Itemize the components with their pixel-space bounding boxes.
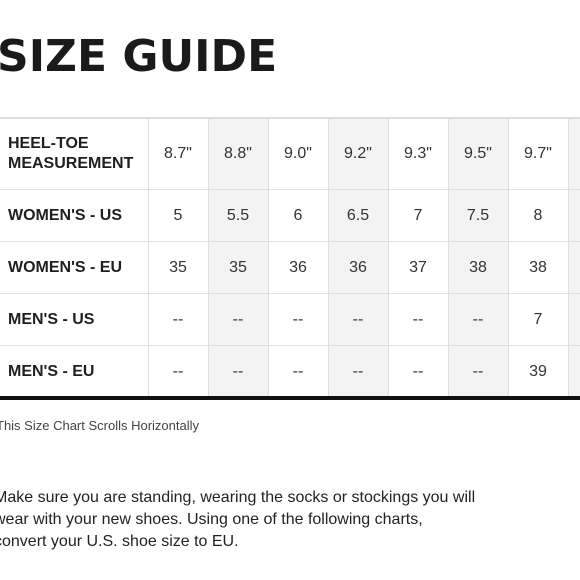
table-cell: 36	[327, 241, 389, 294]
row-header-womens-us: WOMEN'S - US	[0, 189, 149, 242]
table-cell: --	[447, 345, 509, 397]
table-row: WOMEN'S - US 5 5.5 6 6.5 7 7.5 8	[0, 189, 580, 242]
table-cell: --	[387, 293, 449, 346]
table-row: WOMEN'S - EU 35 35 36 36 37 38 38	[0, 241, 580, 294]
table-cell: 7.5	[447, 189, 509, 242]
table-cell: --	[387, 345, 449, 397]
size-chart-scroll-container[interactable]: HEEL-TOE MEASUREMENT 8.7" 8.8" 9.0" 9.2"…	[0, 117, 580, 403]
table-cell: 9.0"	[267, 119, 329, 190]
table-cell: 5	[147, 189, 209, 242]
table-cell	[567, 345, 580, 397]
table-row: MEN'S - EU -- -- -- -- -- -- 39	[0, 345, 580, 397]
row-header-mens-eu: MEN'S - EU	[0, 345, 149, 397]
scroll-hint: This Size Chart Scrolls Horizontally	[0, 418, 200, 433]
table-cell: 36	[267, 241, 329, 294]
table-cell: 39	[507, 345, 569, 397]
table-cell: 9.3"	[387, 119, 449, 190]
table-cell	[567, 189, 580, 242]
table-cell: 6	[267, 189, 329, 242]
table-cell: 37	[387, 241, 449, 294]
table-cell: --	[267, 293, 329, 346]
row-header-line: MEASUREMENT	[8, 155, 134, 172]
row-header-heel-toe: HEEL-TOE MEASUREMENT	[0, 119, 149, 190]
table-cell: --	[327, 293, 389, 346]
row-header-mens-us: MEN'S - US	[0, 293, 149, 346]
table-row: HEEL-TOE MEASUREMENT 8.7" 8.8" 9.0" 9.2"…	[0, 119, 580, 190]
table-cell: 7	[387, 189, 449, 242]
instructions-line: convert your U.S. shoe size to EU.	[0, 533, 239, 550]
table-cell: --	[327, 345, 389, 397]
table-cell: --	[267, 345, 329, 397]
table-cell: 8.8"	[207, 119, 269, 190]
table-cell	[567, 119, 580, 190]
table-cell: 7	[507, 293, 569, 346]
table-cell: --	[207, 293, 269, 346]
page-title: SIZE GUIDE	[0, 31, 278, 82]
instructions-line: wear with your new shoes. Using one of t…	[0, 511, 423, 528]
table-cell: 35	[207, 241, 269, 294]
row-header-line: HEEL-TOE	[8, 135, 89, 152]
table-cell	[567, 241, 580, 294]
instructions-line: Make sure you are standing, wearing the …	[0, 489, 476, 506]
table-cell: 38	[507, 241, 569, 294]
table-cell: 8	[507, 189, 569, 242]
table-cell: --	[447, 293, 509, 346]
table-cell: 5.5	[207, 189, 269, 242]
table-cell: 9.7"	[507, 119, 569, 190]
size-chart-table: HEEL-TOE MEASUREMENT 8.7" 8.8" 9.0" 9.2"…	[0, 119, 580, 397]
table-cell	[567, 293, 580, 346]
table-cell: 8.7"	[147, 119, 209, 190]
table-cell: 9.5"	[447, 119, 509, 190]
table-cell: --	[147, 345, 209, 397]
sizing-instructions: Make sure you are standing, wearing the …	[0, 487, 574, 553]
table-cell: 35	[147, 241, 209, 294]
table-bottom-rule	[0, 396, 580, 400]
table-cell: 9.2"	[327, 119, 389, 190]
table-row: MEN'S - US -- -- -- -- -- -- 7	[0, 293, 580, 346]
table-cell: --	[147, 293, 209, 346]
table-cell: --	[207, 345, 269, 397]
table-cell: 38	[447, 241, 509, 294]
table-cell: 6.5	[327, 189, 389, 242]
row-header-womens-eu: WOMEN'S - EU	[0, 241, 149, 294]
